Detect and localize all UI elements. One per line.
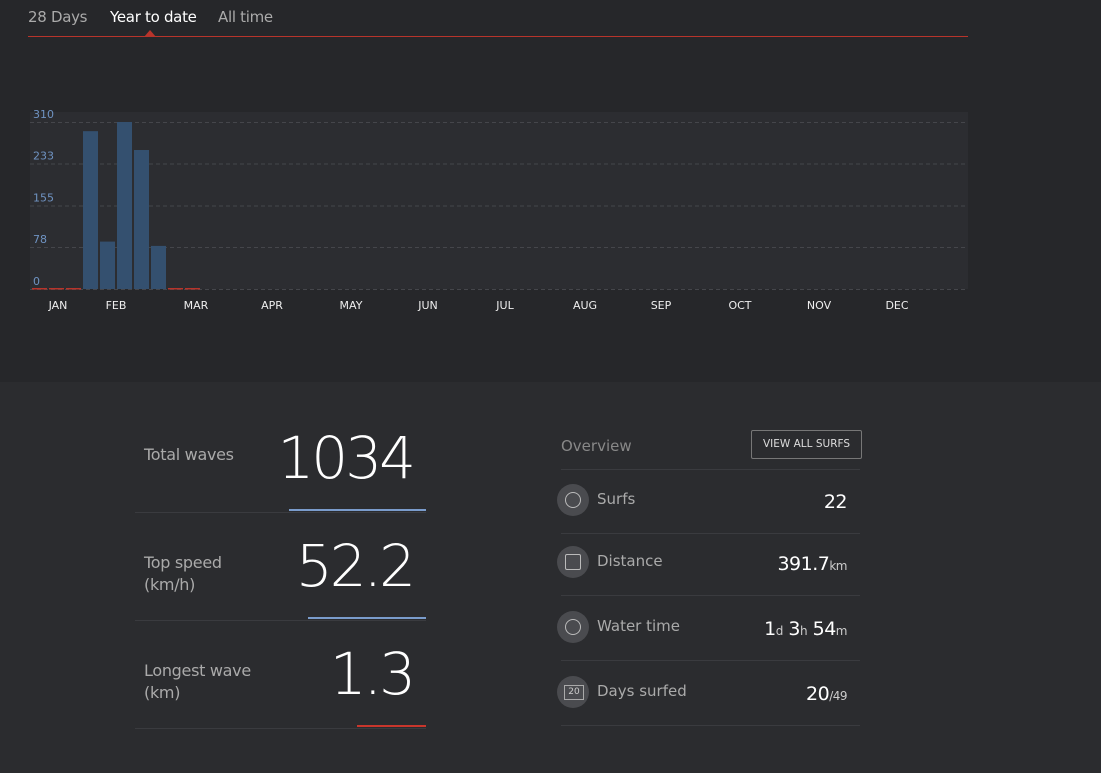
stat-underline [357,725,426,727]
x-tick-label: JAN [48,299,68,312]
x-tick-label: SEP [651,299,672,312]
value-unit: d [775,624,784,638]
bar [185,288,200,290]
row-label: Water time [597,617,680,635]
y-tick-label: 0 [33,275,40,288]
view-all-button[interactable]: VIEW ALL SURFS [751,430,862,459]
chart: 0 78 155 233 310 JAN FEB MAR APR MAY JUN JUL AUG SEP O… [28,30,968,312]
value-number: 54 [807,618,837,640]
row-value: 1d 3h 54m [764,618,847,640]
stat-underline [289,509,426,511]
x-tick-label: JUL [495,299,514,312]
row-icon [557,546,589,578]
value-unit: h [799,624,808,638]
row-label: Distance [597,552,663,570]
x-tick-label: AUG [573,299,597,312]
row-value: 22 [823,491,848,513]
separator [135,620,426,621]
separator [561,533,860,534]
active-tab-marker [144,30,156,37]
separator [561,725,860,726]
icon-glyph [565,492,581,508]
x-tick-label: MAR [184,299,209,312]
row-value: 391.7km [777,553,847,575]
bar [49,288,64,290]
row-value: 20/49 [806,683,847,705]
row-label: Surfs [597,490,636,508]
stat-label: Total waves [144,445,234,464]
x-tick-label: MAY [340,299,363,312]
value-number: 1 [764,618,776,640]
stat-underline [308,617,426,619]
bar [168,288,183,290]
stats-panel [0,382,1101,773]
tab[interactable]: 28 Days [28,8,88,26]
x-tick-label: JUN [417,299,438,312]
stat-label: Longest wave (km) [144,661,251,702]
separator [561,660,860,661]
tab[interactable]: Year to date [110,8,197,26]
bar [117,122,132,289]
plot-area [30,112,968,289]
tab[interactable]: All time [218,8,273,26]
x-tick-label: OCT [728,299,751,312]
separator [561,595,860,596]
value-number: 22 [823,491,848,513]
row-label: Days surfed [597,682,687,700]
y-tick-label: 155 [33,192,54,205]
x-tick-label: DEC [885,299,908,312]
stat-label: Top speed (km/h) [144,553,222,594]
bar [83,131,98,289]
bar [100,241,115,289]
y-tick-label: 78 [33,233,47,246]
icon-glyph [565,619,581,635]
value-unit: km [829,559,847,573]
value-unit: m [835,624,848,638]
stat-value: 1034 [277,424,416,492]
x-tick-label: APR [261,299,283,312]
bar [151,245,166,289]
x-tick-label: NOV [807,299,832,312]
y-tick-label: 233 [33,149,54,162]
separator [561,469,860,470]
x-tick-label: FEB [106,299,127,312]
separator [135,728,426,729]
row-icon [557,484,589,516]
row-icon: 20 [557,676,589,708]
bar [32,288,47,290]
y-tick-label: 310 [33,108,54,121]
stat-value: 1.3 [329,640,416,708]
row-icon [557,611,589,643]
icon-text: 20 [564,685,584,700]
value-unit: /49 [829,689,847,703]
value-number: 20 [806,683,830,705]
separator [135,512,426,513]
icon-glyph [565,554,581,570]
overview-title: Overview [561,437,632,455]
bar [66,288,81,290]
stat-value: 52.2 [295,532,416,600]
value-number: 391.7 [777,553,830,575]
value-number: 3 [782,618,800,640]
chart-panel: 0 78 155 233 310 JAN FEB MAR APR MAY JUN JUL AUG SEP O… [0,0,1101,382]
bar [134,150,149,289]
